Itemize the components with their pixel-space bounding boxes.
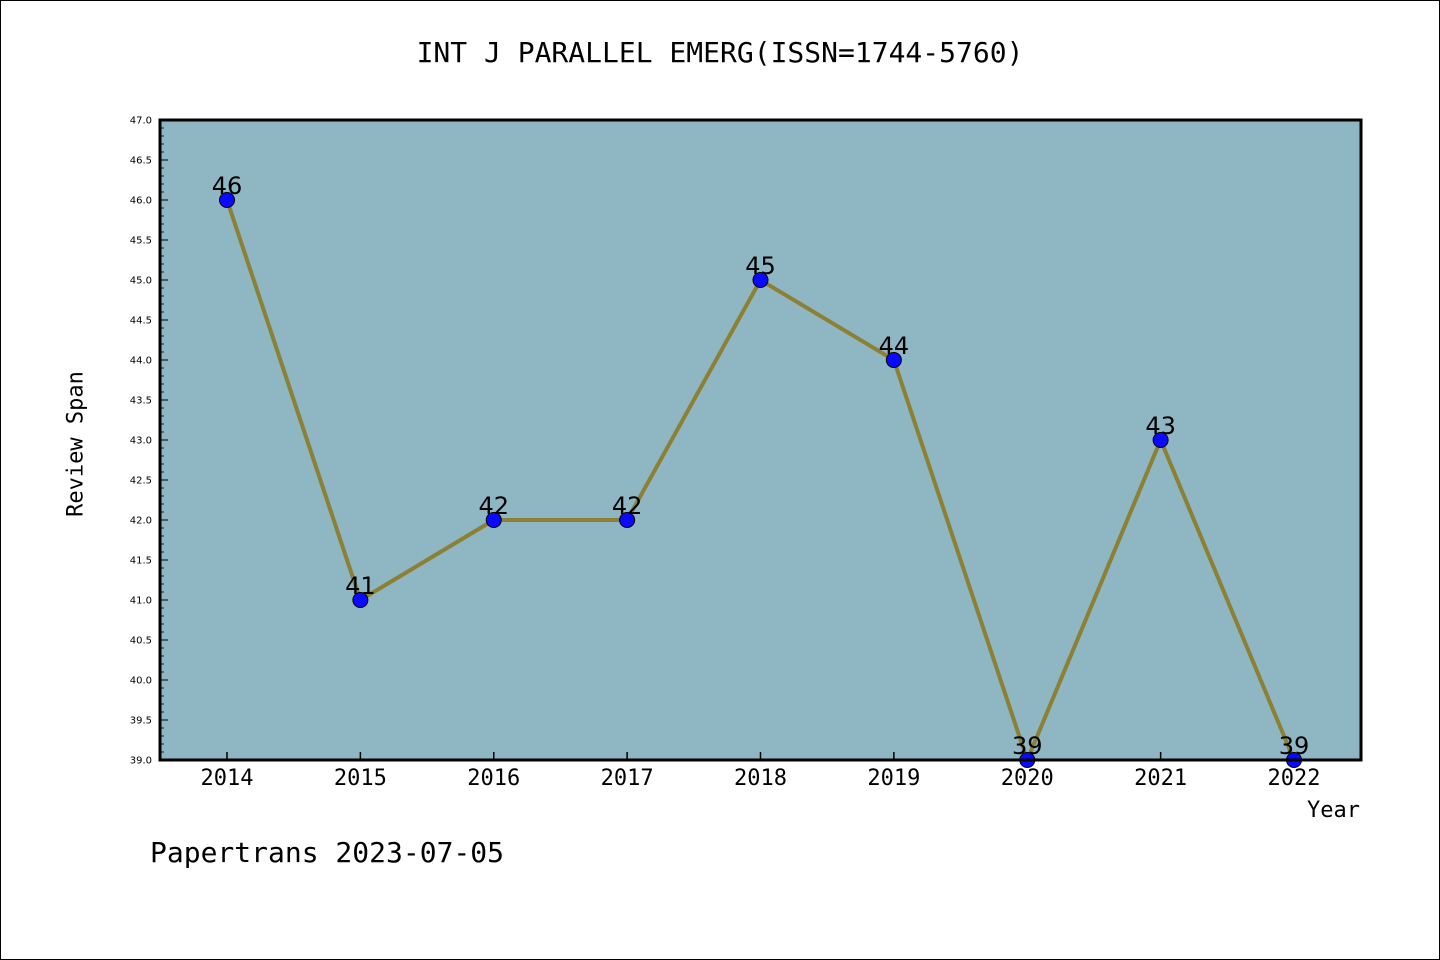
y-tick-label: 45.5 xyxy=(130,236,152,247)
y-tick-label: 46.5 xyxy=(130,156,152,167)
y-tick-label: 42.5 xyxy=(130,476,152,487)
y-tick-label: 46.0 xyxy=(130,196,152,207)
y-tick-label: 42.0 xyxy=(130,516,152,527)
y-tick-label: 44.0 xyxy=(130,356,152,367)
x-tick-label: 2021 xyxy=(1134,766,1187,791)
x-tick-label: 2016 xyxy=(467,766,520,791)
data-labels: 46 41 42 42 45 44 39 43 39 xyxy=(212,172,1310,760)
data-label: 39 xyxy=(1279,732,1310,760)
data-point xyxy=(885,352,902,368)
y-tick-label: 41.0 xyxy=(130,596,152,607)
y-tick-label: 43.0 xyxy=(130,436,152,447)
series-markers xyxy=(219,192,1302,768)
data-label: 39 xyxy=(1012,732,1043,760)
y-tick-label: 41.5 xyxy=(130,556,152,567)
data-label: 45 xyxy=(745,252,776,280)
chart-title: INT J PARALLEL EMERG(ISSN=1744-5760) xyxy=(416,36,1024,69)
y-tick-label: 47.0 xyxy=(130,116,152,127)
plot-area xyxy=(160,120,1361,760)
data-label: 44 xyxy=(879,332,910,360)
data-point xyxy=(752,272,769,288)
x-axis-label: Year xyxy=(1307,798,1360,823)
y-tick-label: 39.5 xyxy=(130,716,152,727)
x-axis-ticks: 2014 2015 2016 2017 2018 2019 2020 2021 2022 xyxy=(201,752,1321,791)
data-label: 42 xyxy=(478,492,509,520)
data-label: 46 xyxy=(212,172,243,200)
y-tick-label: 40.5 xyxy=(130,636,152,647)
x-tick-label: 2014 xyxy=(201,766,254,791)
data-point xyxy=(619,512,636,528)
data-point xyxy=(485,512,502,528)
y-tick-label: 43.5 xyxy=(130,396,152,407)
x-tick-label: 2020 xyxy=(1001,766,1054,791)
data-point xyxy=(352,592,369,608)
x-tick-label: 2015 xyxy=(334,766,387,791)
x-tick-label: 2022 xyxy=(1268,766,1321,791)
x-tick-label: 2018 xyxy=(734,766,787,791)
y-tick-label: 39.0 xyxy=(130,756,152,767)
x-tick-label: 2017 xyxy=(601,766,654,791)
data-label: 43 xyxy=(1145,412,1176,440)
y-tick-label: 40.0 xyxy=(130,676,152,687)
data-point xyxy=(1152,432,1169,448)
data-label: 41 xyxy=(345,572,376,600)
x-tick-label: 2019 xyxy=(867,766,920,791)
plot-border xyxy=(158,118,1363,762)
y-tick-label: 45.0 xyxy=(130,276,152,287)
data-label: 42 xyxy=(612,492,643,520)
y-tick-label: 44.5 xyxy=(130,316,152,327)
data-point xyxy=(219,192,235,208)
footer-text: Papertrans 2023-07-05 xyxy=(150,836,505,869)
